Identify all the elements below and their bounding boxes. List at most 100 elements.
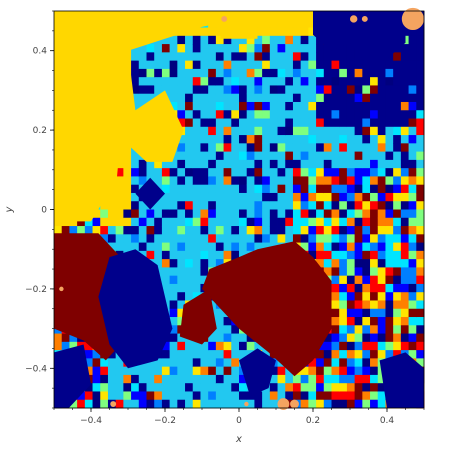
heatmap-cell — [292, 192, 302, 202]
heatmap-cell — [208, 135, 217, 144]
heatmap-cell — [323, 184, 332, 194]
heatmap-cell — [200, 341, 209, 351]
heatmap-cell — [408, 35, 417, 45]
heatmap-cell — [346, 325, 356, 334]
heatmap-cell — [331, 292, 340, 301]
heatmap-cell — [269, 93, 278, 103]
heatmap-cell — [292, 68, 302, 78]
heatmap-cell — [393, 135, 402, 144]
heatmap-cell — [316, 101, 325, 111]
heatmap-cell — [131, 184, 140, 194]
heatmap-cell — [123, 184, 132, 194]
heatmap-cell — [192, 126, 201, 136]
heatmap-cell — [177, 44, 186, 53]
heatmap-cell — [354, 118, 363, 128]
heatmap-cell — [154, 217, 163, 227]
heatmap-cell — [316, 184, 325, 194]
heatmap-cell — [331, 101, 340, 111]
heatmap-cell — [223, 366, 232, 376]
heatmap-cell — [231, 383, 240, 392]
heatmap-cell — [354, 201, 363, 210]
heatmap-cell — [370, 399, 379, 409]
heatmap-cell — [262, 93, 271, 103]
heatmap-cell — [354, 135, 363, 144]
heatmap-cell — [354, 151, 363, 161]
heatmap-cell — [254, 184, 263, 194]
heatmap-cell — [393, 325, 402, 334]
heatmap-cell — [262, 399, 271, 409]
heatmap-cell — [400, 201, 409, 210]
heatmap-cell — [177, 308, 186, 318]
heatmap-cell — [192, 143, 201, 153]
heatmap-cell — [185, 159, 194, 169]
heatmap-cell — [215, 110, 224, 119]
heatmap-cell — [177, 283, 186, 293]
heatmap-cell — [408, 176, 417, 186]
heatmap-cell — [323, 60, 332, 70]
heatmap-cell — [131, 159, 140, 169]
heatmap-cell — [323, 341, 332, 351]
heatmap-cell — [146, 374, 155, 384]
heatmap-cell — [269, 151, 278, 161]
heatmap-cell — [416, 325, 425, 334]
heatmap-cell — [192, 374, 201, 384]
heatmap-cell — [308, 52, 317, 62]
heatmap-cell — [239, 126, 248, 136]
heatmap-cell — [185, 350, 194, 359]
heatmap-cell — [269, 159, 278, 169]
heatmap-cell — [177, 226, 186, 235]
heatmap-cell — [131, 374, 140, 384]
heatmap-cell — [200, 399, 209, 409]
heatmap-cell — [169, 259, 178, 268]
heatmap-region-navy-top-right — [313, 11, 406, 67]
heatmap-cell — [377, 68, 386, 78]
heatmap-cell — [269, 383, 278, 392]
heatmap-cell — [362, 217, 371, 227]
heatmap-cell — [223, 184, 232, 194]
heatmap-cell — [331, 217, 340, 227]
heatmap-cell — [308, 399, 317, 409]
heatmap-cell — [385, 126, 394, 136]
heatmap-cell — [316, 176, 325, 186]
heatmap-cell — [208, 168, 217, 177]
heatmap-cell — [192, 44, 201, 53]
heatmap-cell — [146, 168, 155, 177]
heatmap-cell — [146, 68, 155, 78]
heatmap-cell — [400, 143, 409, 153]
heatmap-cell — [177, 333, 186, 343]
heatmap-cell — [346, 283, 356, 293]
heatmap-cell — [231, 341, 240, 351]
heatmap-cell — [177, 118, 186, 128]
heatmap-cell — [239, 234, 248, 243]
heatmap-cell — [177, 101, 186, 111]
heatmap-cell — [346, 234, 356, 243]
heatmap-cell — [346, 60, 356, 70]
heatmap-cell — [169, 366, 178, 376]
heatmap-cell — [239, 250, 248, 260]
heatmap-cell — [285, 126, 294, 136]
heatmap-cell — [354, 300, 363, 310]
heatmap-cell — [285, 226, 294, 235]
heatmap-cell — [323, 44, 332, 53]
heatmap-cell — [393, 143, 402, 153]
heatmap-cell — [277, 93, 286, 103]
heatmap-cell — [92, 366, 101, 376]
heatmap-cell — [354, 333, 363, 343]
heatmap-cell — [331, 267, 340, 277]
heatmap-cell — [377, 143, 386, 153]
heatmap-cell — [115, 234, 124, 243]
heatmap-cell — [254, 159, 263, 169]
heatmap-cell — [254, 60, 263, 70]
heatmap-cell — [316, 358, 325, 368]
heatmap-cell — [177, 201, 186, 210]
heatmap-cell — [331, 52, 340, 62]
heatmap-cell — [185, 68, 194, 78]
heatmap-cell — [316, 77, 325, 86]
heatmap-cell — [339, 60, 348, 70]
heatmap-cell — [169, 242, 178, 252]
heatmap-cell — [277, 383, 286, 392]
heatmap-cell — [292, 110, 302, 119]
heatmap-cell — [377, 226, 386, 235]
heatmap-cell — [370, 325, 379, 334]
heatmap-cell — [323, 217, 332, 227]
